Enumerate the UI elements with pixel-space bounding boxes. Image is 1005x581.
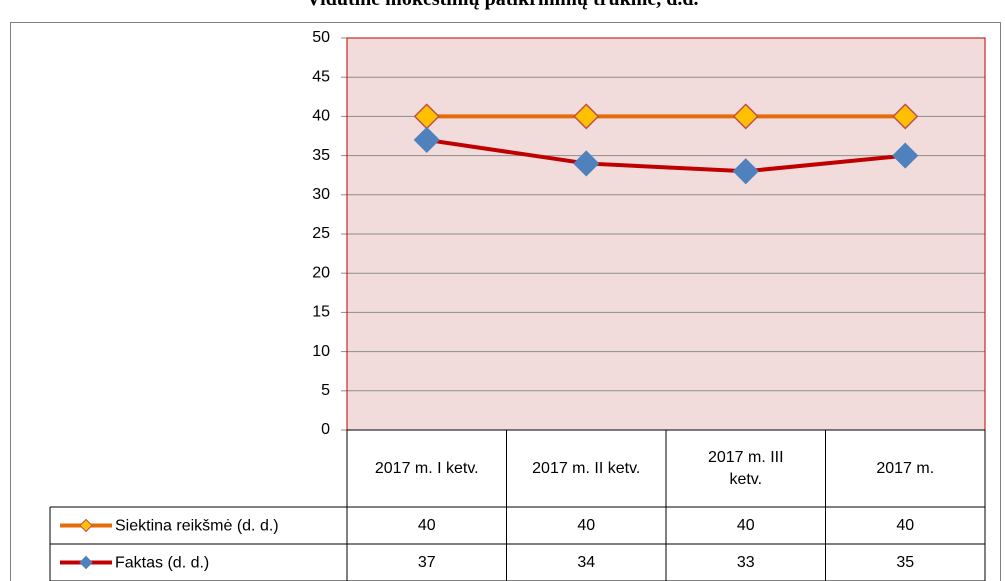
marker — [573, 103, 600, 130]
y-tick-label: 5 — [321, 382, 330, 399]
marker — [892, 142, 919, 169]
marker — [732, 103, 759, 130]
y-tick-label: 0 — [321, 421, 330, 438]
legend-marker — [79, 518, 93, 533]
table-value: 33 — [736, 553, 755, 571]
category-label: 2017 m. I ketv. — [374, 459, 479, 477]
legend-label: Faktas (d. d.) — [115, 555, 209, 572]
marker — [892, 103, 919, 130]
chart-frame — [10, 22, 1001, 581]
y-tick-label: 10 — [312, 343, 330, 360]
y-tick-label: 30 — [312, 186, 330, 203]
marker — [732, 158, 759, 185]
table-value: 34 — [577, 553, 596, 571]
series-line — [426, 137, 906, 174]
y-tick-label: 20 — [312, 264, 330, 281]
category-label: 2017 m. — [876, 459, 935, 477]
y-tick-label: 40 — [312, 108, 330, 125]
category-label: 2017 m. II ketv. — [532, 459, 641, 477]
y-tick-label: 35 — [312, 147, 330, 164]
table-value: 37 — [417, 553, 436, 571]
y-tick-label: 15 — [312, 304, 330, 321]
table-value: 35 — [896, 553, 915, 571]
table-value: 40 — [736, 516, 755, 534]
y-tick-label: 45 — [312, 68, 330, 85]
marker — [573, 150, 600, 177]
legend-label: Siektina reikšmė (d. d.) — [115, 518, 279, 535]
table-value: 40 — [417, 516, 436, 534]
category-label: 2017 m. III ketv. — [707, 448, 784, 488]
y-tick-label: 50 — [312, 29, 330, 46]
table-value: 40 — [577, 516, 596, 534]
legend-marker — [79, 555, 93, 570]
y-tick-label: 25 — [312, 225, 330, 242]
marker — [413, 126, 440, 153]
table-value: 40 — [896, 516, 915, 534]
chart-title: Vidutinė mokestinių patikrinimų trukmė, … — [0, 0, 1005, 11]
